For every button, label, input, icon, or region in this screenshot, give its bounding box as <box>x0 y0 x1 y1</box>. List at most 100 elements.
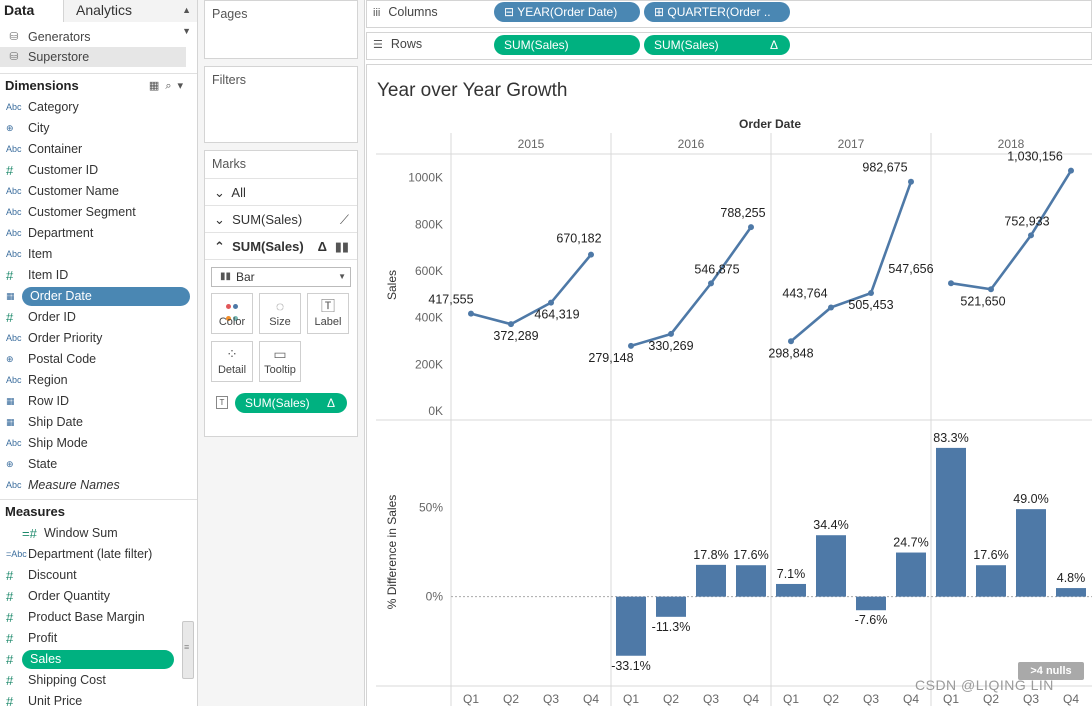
detail-button[interactable]: ⁘ Detail <box>211 341 253 382</box>
tab-data[interactable]: Data <box>0 0 64 22</box>
nulls-badge[interactable]: >4 nulls <box>1018 662 1084 680</box>
sales-point <box>988 286 994 293</box>
field-ship-mode[interactable]: Abc Ship Mode <box>0 433 197 454</box>
sales-point <box>788 338 794 345</box>
quarter-tick-label: Q2 <box>663 692 679 706</box>
datasource-generators[interactable]: ⛁ Generators <box>0 27 197 47</box>
field-state[interactable]: ⊕ State <box>0 454 197 475</box>
field-type-icon: # <box>6 310 14 325</box>
pages-card[interactable]: Pages <box>204 0 358 59</box>
field-discount[interactable]: # Discount <box>0 565 197 586</box>
watermark: CSDN @LIQING LIN <box>915 677 1054 693</box>
year-order-date-pill[interactable]: ⊟ YEAR(Order Date) <box>494 2 640 22</box>
field-label: City <box>28 121 50 135</box>
field-category[interactable]: Abc Category <box>0 97 197 118</box>
field-shipping-cost[interactable]: # Shipping Cost <box>0 670 197 691</box>
tab-analytics[interactable]: Analytics ▲ ▼ <box>64 0 197 36</box>
sales-data-label: 505,453 <box>848 298 893 312</box>
marks-row-sum-sales-delta[interactable]: ⌃ SUM(Sales) Δ ▮▮ <box>205 233 357 260</box>
mark-type-dropdown[interactable]: ▮▮ Bar ▼ <box>211 267 351 287</box>
field-customer-id[interactable]: # Customer ID <box>0 160 197 181</box>
field-type-icon: # <box>6 568 14 583</box>
quarter-tick-label: Q1 <box>623 692 639 706</box>
datasource-superstore[interactable]: ⛁ Superstore <box>0 47 186 67</box>
order-date-header: Order Date <box>739 117 801 131</box>
marks-card: Marks ⌄ All ⌄ SUM(Sales) ⟋ ⌃ SUM(Sales) … <box>204 150 358 437</box>
rows-sum-sales-delta-pill[interactable]: SUM(Sales) Δ <box>644 35 790 55</box>
sales-data-label: 547,656 <box>888 262 933 276</box>
field-customer-segment[interactable]: Abc Customer Segment <box>0 202 197 223</box>
field-sales[interactable]: # Sales <box>0 649 197 670</box>
field-item[interactable]: Abc Item <box>0 244 197 265</box>
quarter-tick-label: Q1 <box>463 692 479 706</box>
rows-shelf[interactable]: ☰ Rows SUM(Sales) SUM(Sales) Δ <box>366 32 1092 60</box>
field-type-icon: # <box>6 610 14 625</box>
pill-label: SUM(Sales) <box>245 396 310 410</box>
columns-shelf[interactable]: iii Columns ⊟ YEAR(Order Date) ⊞ QUARTER(… <box>366 0 1092 28</box>
chart-svg[interactable]: Order Date 2015 Q1 Q2 Q3 Q4 2016 Q1 Q2 Q3 Q4 2017 Q1… <box>367 65 1092 706</box>
field-window-sum[interactable]: =# Window Sum <box>0 523 197 544</box>
sum-sales-label-pill[interactable]: SUM(Sales) Δ <box>235 393 347 413</box>
measures-scrollbar[interactable]: ≡ <box>182 621 194 679</box>
field-order-priority[interactable]: Abc Order Priority <box>0 328 197 349</box>
marks-row-all[interactable]: ⌄ All <box>205 179 357 206</box>
field-postal-code[interactable]: ⊕ Postal Code <box>0 349 197 370</box>
color-button[interactable]: Color <box>211 293 253 334</box>
sales-data-label: 670,182 <box>556 232 601 246</box>
tooltip-button[interactable]: ▭ Tooltip <box>259 341 301 382</box>
columns-label-wrap: iii Columns <box>373 1 438 24</box>
field-order-id[interactable]: # Order ID <box>0 307 197 328</box>
pct-bar <box>816 535 846 597</box>
field-label: Department <box>28 226 94 240</box>
quarter-tick-label: Q1 <box>943 692 959 706</box>
field-order-date[interactable]: ▦ Order Date <box>0 286 197 307</box>
field-item-id[interactable]: # Item ID <box>0 265 197 286</box>
sales-data-label: 982,675 <box>862 161 907 175</box>
chevron-up-icon: ⌃ <box>214 239 225 254</box>
field-profit[interactable]: # Profit <box>0 628 197 649</box>
columns-icon: iii <box>373 7 381 19</box>
tooltip-icon: ▭ <box>273 346 287 362</box>
quarter-order-date-pill[interactable]: ⊞ QUARTER(Order .. <box>644 2 790 22</box>
sales-point <box>508 321 514 328</box>
field-department[interactable]: Abc Department <box>0 223 197 244</box>
label-button[interactable]: 🅃 Label <box>307 293 349 334</box>
field-row-id[interactable]: ▦ Row ID <box>0 391 197 412</box>
dimensions-tools[interactable]: ▦⌕▾ <box>148 80 189 92</box>
field-label: Item <box>28 247 53 261</box>
chevron-down-icon: ⌄ <box>214 212 225 227</box>
field-label: Container <box>28 142 83 156</box>
updown-icon[interactable]: ▲ ▼ <box>182 5 191 36</box>
field-customer-name[interactable]: Abc Customer Name <box>0 181 197 202</box>
field-unit-price[interactable]: # Unit Price <box>0 691 197 706</box>
color-icon <box>212 294 252 321</box>
field-label: Measure Names <box>28 478 120 492</box>
marks-row-sum-sales[interactable]: ⌄ SUM(Sales) ⟋ <box>205 206 357 233</box>
sales-tick-label: 0K <box>428 404 443 418</box>
field-city[interactable]: ⊕ City <box>0 118 197 139</box>
measures-list: =# Window Sum =Abc Department (late filter)… <box>0 523 197 706</box>
pct-data-label: -7.6% <box>855 613 888 627</box>
filters-card[interactable]: Filters <box>204 66 358 143</box>
field-department-late-filter[interactable]: =Abc Department (late filter) <box>0 544 197 565</box>
size-icon: ◌ <box>275 298 285 314</box>
sales-tick-label: 800K <box>415 217 443 231</box>
size-button[interactable]: ◌ Size <box>259 293 301 334</box>
pct-bar <box>736 565 766 597</box>
field-ship-date[interactable]: ▦ Ship Date <box>0 412 197 433</box>
field-container[interactable]: Abc Container <box>0 139 197 160</box>
delta-icon: Δ <box>769 38 778 52</box>
field-product-base-margin[interactable]: # Product Base Margin <box>0 607 197 628</box>
chevron-down-icon: ▼ <box>338 272 346 281</box>
sales-data-label: 330,269 <box>648 339 693 353</box>
field-measure-names[interactable]: Abc Measure Names <box>0 475 197 496</box>
rows-sum-sales-pill[interactable]: SUM(Sales) <box>494 35 640 55</box>
tab-analytics-label: Analytics <box>76 2 133 18</box>
sales-data-label: 464,319 <box>534 308 579 322</box>
dimensions-list: Abc Category ⊕ City Abc Container # Customer ID… <box>0 97 197 496</box>
field-order-quantity[interactable]: # Order Quantity <box>0 586 197 607</box>
field-type-icon: ▦ <box>6 291 15 301</box>
field-label: Order Date <box>22 287 190 306</box>
sales-tick-label: 600K <box>415 264 443 278</box>
field-region[interactable]: Abc Region <box>0 370 197 391</box>
